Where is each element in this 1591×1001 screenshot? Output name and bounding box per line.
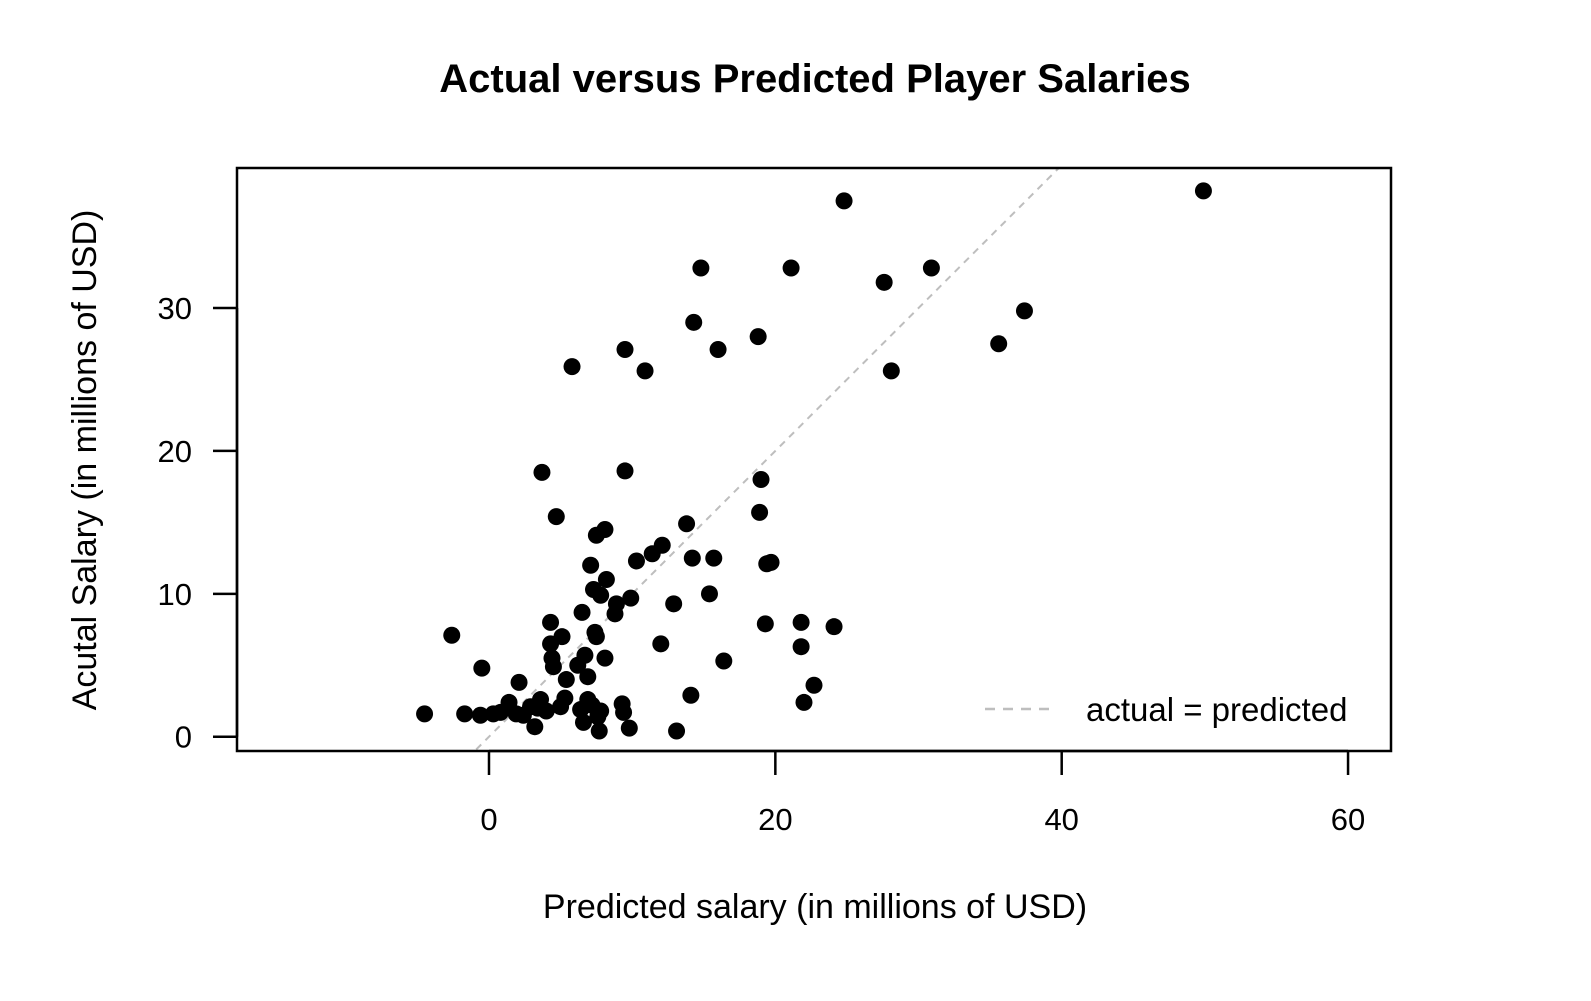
data-point <box>792 638 810 656</box>
y-axis-title: Acutal Salary (in millions of USD) <box>66 210 104 711</box>
data-point <box>547 508 565 526</box>
data-point <box>683 549 701 567</box>
data-point <box>835 192 853 210</box>
data-point <box>825 618 843 636</box>
y-tick-label: 30 <box>158 291 192 326</box>
y-tick-label: 10 <box>158 577 192 612</box>
data-point <box>574 713 592 731</box>
data-point <box>665 595 683 613</box>
data-point <box>596 521 614 539</box>
data-point <box>762 553 780 571</box>
data-point <box>544 658 562 676</box>
data-point <box>456 705 474 723</box>
data-point <box>715 652 733 670</box>
data-point <box>756 615 774 633</box>
x-tick-label: 40 <box>1044 802 1078 837</box>
y-tick-label: 0 <box>175 720 192 755</box>
y-tick-label: 20 <box>158 434 192 469</box>
data-point <box>749 328 767 346</box>
x-axis-title: Predicted salary (in millions of USD) <box>543 888 1087 926</box>
data-point <box>553 628 571 646</box>
data-point <box>692 259 710 277</box>
data-point <box>990 335 1008 353</box>
data-point <box>622 589 640 607</box>
data-point <box>573 603 591 621</box>
x-tick-label: 0 <box>480 802 497 837</box>
data-point <box>473 659 491 677</box>
data-point <box>579 668 597 686</box>
plot-frame <box>235 166 1393 753</box>
data-point <box>668 722 686 740</box>
data-points <box>416 182 1212 740</box>
data-point <box>582 556 600 574</box>
data-point <box>557 671 575 689</box>
chart-title: Actual versus Predicted Player Salaries <box>439 57 1191 101</box>
data-point <box>592 702 610 720</box>
data-point <box>616 462 634 480</box>
data-point <box>792 613 810 631</box>
legend: actual = predicted <box>985 691 1347 728</box>
data-point <box>596 649 614 667</box>
data-point <box>590 722 608 740</box>
data-point <box>607 595 625 613</box>
data-point <box>653 536 671 554</box>
data-point <box>782 259 800 277</box>
x-axis: 0 20 40 60 <box>480 749 1365 837</box>
data-point <box>542 613 560 631</box>
data-point <box>526 718 544 736</box>
data-point <box>1194 182 1212 200</box>
data-point <box>652 635 670 653</box>
reference-line <box>473 168 1061 751</box>
x-tick-label: 20 <box>758 802 792 837</box>
data-point <box>592 586 610 604</box>
data-point <box>443 626 461 644</box>
data-point <box>563 358 581 376</box>
data-point <box>537 702 555 720</box>
reference-line-layer <box>473 168 1061 751</box>
data-point <box>616 340 634 358</box>
data-point <box>576 646 594 664</box>
data-point <box>685 313 703 331</box>
data-point <box>1015 302 1033 320</box>
data-point <box>678 515 696 533</box>
y-axis: 0 10 20 30 <box>158 291 239 755</box>
data-point <box>587 628 605 646</box>
data-point <box>627 552 645 570</box>
legend-label: actual = predicted <box>1086 691 1347 728</box>
data-point <box>709 340 727 358</box>
data-point <box>620 719 638 737</box>
data-point <box>615 703 633 721</box>
data-point <box>922 259 940 277</box>
data-point <box>751 503 769 521</box>
x-tick-label: 60 <box>1331 802 1365 837</box>
data-point <box>597 571 615 589</box>
data-point <box>682 686 700 704</box>
data-point <box>882 362 900 380</box>
data-point <box>875 273 893 291</box>
data-point <box>533 463 551 481</box>
data-point <box>752 471 770 489</box>
data-point <box>636 362 654 380</box>
data-point <box>700 585 718 603</box>
data-point <box>705 549 723 567</box>
data-point <box>556 689 574 707</box>
data-point <box>510 673 528 691</box>
data-point <box>805 676 823 694</box>
data-point <box>795 693 813 711</box>
data-point <box>471 706 489 724</box>
data-point <box>416 705 434 723</box>
